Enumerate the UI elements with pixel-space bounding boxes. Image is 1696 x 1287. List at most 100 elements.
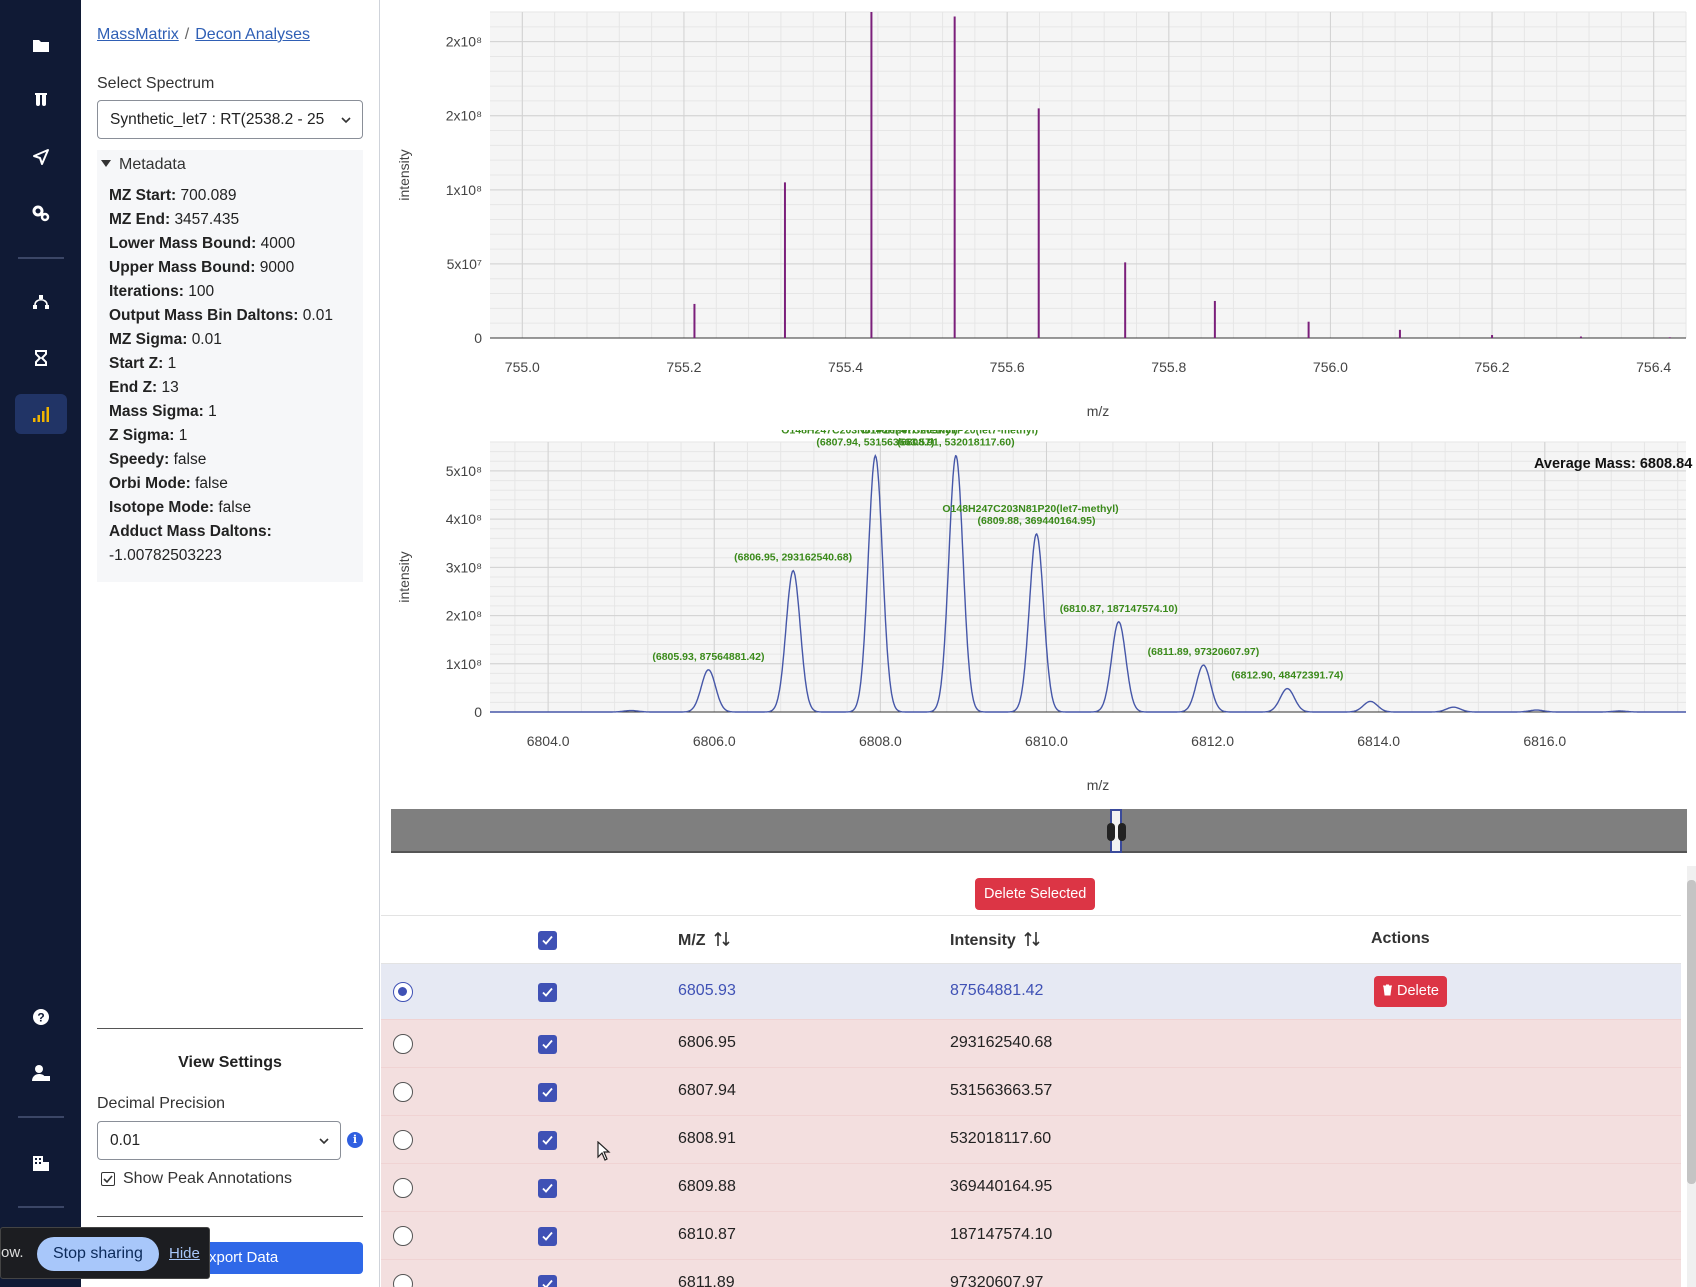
check-icon [542,1279,553,1287]
y-tick-label: 2x10⁸ [446,108,482,124]
hourglass-icon[interactable] [15,338,67,378]
metadata-key: Isotope Mode: [109,499,215,516]
metadata-key: Adduct Mass Daltons: [109,523,272,540]
metadata-value: 0.01 [302,307,333,324]
folder-icon[interactable] [15,25,67,65]
breadcrumb-current-link[interactable]: Decon Analyses [195,26,310,43]
x-axis-label: m/z [1087,403,1110,419]
sort-icon[interactable] [1024,930,1040,948]
row-radio[interactable] [393,1178,413,1198]
x-tick-label: 755.6 [990,359,1025,375]
range-handle-left[interactable] [1107,823,1115,841]
row-checkbox[interactable] [538,1179,557,1198]
mz-column-label: M/Z [678,932,706,949]
x-tick-label: 755.0 [505,359,540,375]
metadata-row: Z Sigma: 1 [109,424,333,448]
metadata-key: MZ Sigma: [109,331,188,348]
peak-formula-label: O148H247C203N81P20(let7-methyl) [781,430,957,437]
row-radio[interactable] [393,982,413,1002]
metadata-row: Speedy: false [109,448,333,472]
show-peak-annotations-label: Show Peak Annotations [123,1170,293,1187]
spectrum-select-value: Synthetic_let7 : RT(2538.2 - 25 [110,111,325,128]
metadata-row: Mass Sigma: 1 [109,400,333,424]
help-icon[interactable]: ? [15,997,67,1037]
metadata-key: End Z: [109,379,158,396]
send-icon[interactable] [15,137,67,177]
metadata-title: Metadata [119,156,186,173]
breadcrumb-home-link[interactable]: MassMatrix [97,26,179,43]
x-tick-label: 755.8 [1151,359,1186,375]
row-checkbox[interactable] [538,1131,557,1150]
table-row[interactable]: 6810.87 187147574.10 [381,1212,1681,1260]
spectrum-select[interactable]: Synthetic_let7 : RT(2538.2 - 25 [97,100,363,139]
table-row[interactable]: 6806.95 293162540.68 [381,1020,1681,1068]
metadata-toggle[interactable]: Metadata [101,156,186,174]
row-checkbox[interactable] [538,1083,557,1102]
info-icon[interactable]: i [347,1132,363,1148]
table-row[interactable]: 6805.93 87564881.42 Delete [381,964,1681,1020]
mz-cell: 6809.88 [678,1178,736,1195]
x-tick-label: 756.0 [1313,359,1348,375]
intensity-cell: 369440164.95 [950,1178,1053,1195]
metadata-value: 3457.435 [174,211,240,228]
metadata-section: Metadata MZ Start: 700.089 MZ End: 3457.4… [97,150,363,582]
range-handle-right[interactable] [1118,823,1126,841]
y-tick-label: 1x10⁸ [446,182,482,198]
peak-data-label: (6808.91, 532018117.60) [897,436,1014,448]
screen-share-bar: ow. Stop sharing Hide [0,1227,210,1279]
intensity-column-header[interactable]: Intensity [950,930,1040,950]
x-tick-label: 6810.0 [1025,733,1068,749]
metadata-key: Output Mass Bin Daltons: [109,307,299,324]
mz-cell: 6805.93 [678,982,736,999]
select-all-checkbox[interactable] [538,931,557,950]
row-radio[interactable] [393,1034,413,1054]
row-checkbox[interactable] [538,1227,557,1246]
metadata-key: Z Sigma: [109,427,175,444]
range-slider[interactable] [391,809,1687,853]
table-row[interactable]: 6809.88 369440164.95 [381,1164,1681,1212]
table-scrollbar-thumb[interactable] [1687,880,1696,1184]
row-radio[interactable] [393,1226,413,1246]
hide-button[interactable]: Hide [169,1245,200,1262]
row-checkbox[interactable] [538,1275,557,1287]
y-tick-label: 0 [474,330,482,346]
divider [97,1028,363,1029]
table-row[interactable]: 6811.89 97320607.97 [381,1260,1681,1287]
building-icon[interactable] [15,1143,67,1183]
row-radio[interactable] [393,1130,413,1150]
x-tick-label: 6814.0 [1357,733,1400,749]
delete-selected-button[interactable]: Delete Selected [975,878,1096,910]
metadata-key: Upper Mass Bound: [109,259,256,276]
signal-bars-icon[interactable] [15,394,67,434]
x-axis-label: m/z [1087,777,1110,793]
check-icon [542,935,553,945]
peak-data-label: (6812.90, 48472391.74) [1231,670,1343,682]
row-checkbox[interactable] [538,983,557,1002]
gears-icon[interactable] [15,193,67,233]
row-radio[interactable] [393,1274,413,1287]
stop-sharing-button[interactable]: Stop sharing [37,1237,159,1271]
breadcrumb-separator: / [184,26,190,43]
table-row[interactable]: 6808.91 532018117.60 [381,1116,1681,1164]
user-lock-icon[interactable] [15,1053,67,1093]
settings-panel: MassMatrix / Decon Analyses Select Spectru… [81,0,380,1287]
bezier-icon[interactable] [15,282,67,322]
caret-down-icon [101,160,111,167]
metadata-key: Orbi Mode: [109,475,191,492]
decimal-precision-select[interactable]: 0.01 [97,1121,341,1160]
table-row[interactable]: 6807.94 531563663.57 [381,1068,1681,1116]
chevron-down-icon [319,1138,329,1145]
mz-column-header[interactable]: M/Z [678,930,730,950]
mz-spectrum-chart[interactable]: 755.0 755.2 755.4 755.6 755.8 756.0 756.2 756.4… [381,0,1696,430]
sort-icon[interactable] [713,930,730,948]
row-radio[interactable] [393,1082,413,1102]
delete-row-button[interactable]: Delete [1374,976,1447,1007]
row-checkbox[interactable] [538,1035,557,1054]
check-icon [542,1087,553,1097]
metadata-value: 700.089 [180,187,237,204]
show-peak-annotations-checkbox[interactable] [101,1172,115,1186]
select-spectrum-label: Select Spectrum [97,75,215,92]
decimal-precision-value: 0.01 [110,1132,141,1149]
deconvolved-mass-chart[interactable]: 6804.0 6806.0 6808.0 6810.0 6812.0 6814.0 6816… [381,430,1696,800]
test-tubes-icon[interactable] [15,80,67,120]
